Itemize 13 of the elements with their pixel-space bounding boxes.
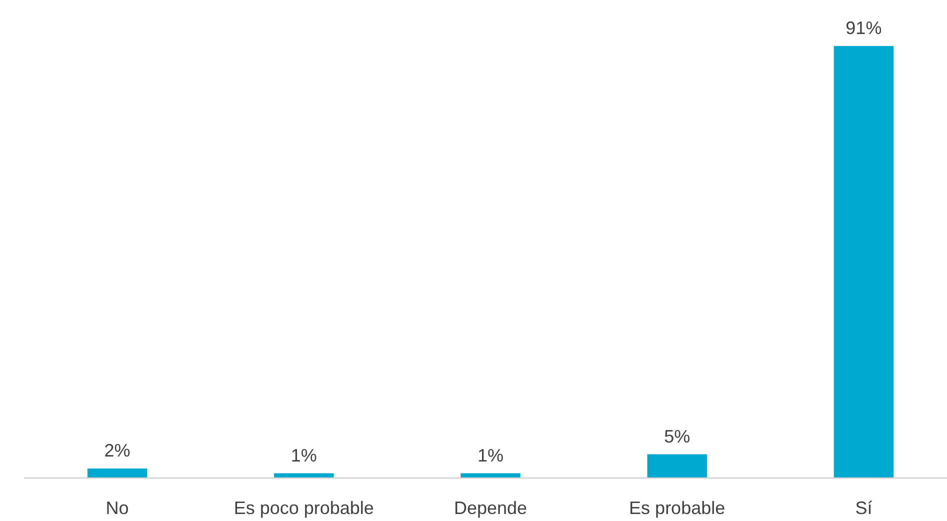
x-tick-label: Es probable <box>629 498 726 518</box>
data-label: 1% <box>290 445 317 466</box>
x-tick-label: Es poco probable <box>234 498 374 518</box>
x-tick-label: Sí <box>855 498 872 518</box>
data-label: 5% <box>664 426 690 446</box>
data-label: 1% <box>477 445 504 466</box>
x-tick-label: No <box>106 498 129 518</box>
bar <box>87 468 148 478</box>
bar <box>647 454 707 478</box>
x-tick-label: Depende <box>454 498 528 518</box>
bar <box>834 46 894 478</box>
data-label: 2% <box>104 440 130 461</box>
data-label: 91% <box>846 18 882 38</box>
